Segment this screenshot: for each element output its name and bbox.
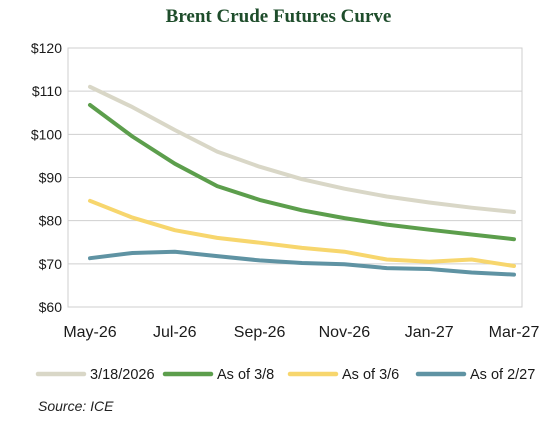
x-tick-label: Jul-26 bbox=[153, 324, 197, 341]
x-tick-label: Jan-27 bbox=[405, 324, 454, 341]
legend-label-3: As of 3/6 bbox=[342, 367, 399, 383]
y-tick-label: $100 bbox=[31, 126, 62, 142]
y-tick-label: $90 bbox=[39, 170, 63, 186]
legend-label-2: As of 3/8 bbox=[217, 367, 274, 383]
series-line-2 bbox=[88, 103, 516, 242]
legend-label-1: 3/18/2026 bbox=[90, 367, 155, 383]
source-note: Source: ICE bbox=[38, 398, 114, 414]
x-tick-label: Sep-26 bbox=[234, 324, 286, 341]
series-line-3 bbox=[88, 198, 516, 268]
legend-label-4: As of 2/27 bbox=[470, 367, 535, 383]
y-tick-label: $70 bbox=[39, 256, 63, 272]
y-tick-label: $120 bbox=[31, 40, 62, 56]
y-tick-label: $110 bbox=[32, 83, 62, 99]
series-line-1 bbox=[88, 84, 516, 214]
chart-title: Brent Crude Futures Curve bbox=[165, 6, 392, 27]
y-tick-label: $60 bbox=[39, 299, 63, 315]
x-tick-label: Nov-26 bbox=[319, 324, 371, 341]
x-tick-label: May-26 bbox=[63, 324, 116, 341]
y-tick-label: $80 bbox=[39, 213, 63, 229]
series-line-4 bbox=[88, 249, 516, 277]
x-tick-label: Mar-27 bbox=[489, 324, 540, 341]
